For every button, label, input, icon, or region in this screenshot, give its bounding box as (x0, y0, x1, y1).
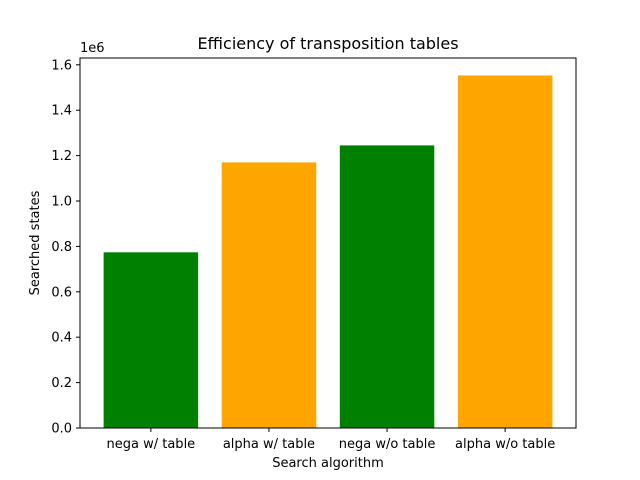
bar-alpha-w-o-table (457, 75, 553, 429)
x-axis-title: Search algorithm (272, 456, 384, 471)
y-axis-title: Searched states (28, 190, 43, 295)
x-tick-label: nega w/ table (107, 437, 196, 452)
y-tick-label: 0.8 (51, 240, 72, 255)
bars-group (103, 75, 553, 429)
x-tick-label: nega w/o table (339, 437, 436, 452)
bar-nega-w-o-table (339, 145, 435, 428)
y-tick-label: 0.4 (51, 331, 72, 346)
x-tick-label: alpha w/ table (223, 437, 315, 452)
y-tick-label: 1.0 (51, 195, 72, 210)
chart-title: Efficiency of transposition tables (197, 34, 458, 53)
y-tick-label: 1.2 (51, 149, 72, 164)
y-tick-label: 0.2 (51, 376, 72, 391)
x-ticks-group: nega w/ table alpha w/ table nega w/o tabl… (107, 428, 555, 452)
y-axis-offset-label: 1e6 (80, 41, 105, 56)
y-tick-label: 1.4 (51, 104, 72, 119)
y-tick-label: 0.0 (51, 422, 72, 437)
bar-nega-w-table (103, 252, 199, 428)
y-tick-label: 0.6 (51, 285, 72, 300)
y-ticks-group: 0.0 0.2 0.4 0.6 0.8 1.0 1.2 1.4 1.6 (51, 58, 80, 437)
bar-alpha-w-table (221, 162, 317, 428)
plot-frame (79, 57, 577, 429)
x-tick-label: alpha w/o table (455, 437, 555, 452)
y-tick-label: 1.6 (51, 58, 72, 73)
